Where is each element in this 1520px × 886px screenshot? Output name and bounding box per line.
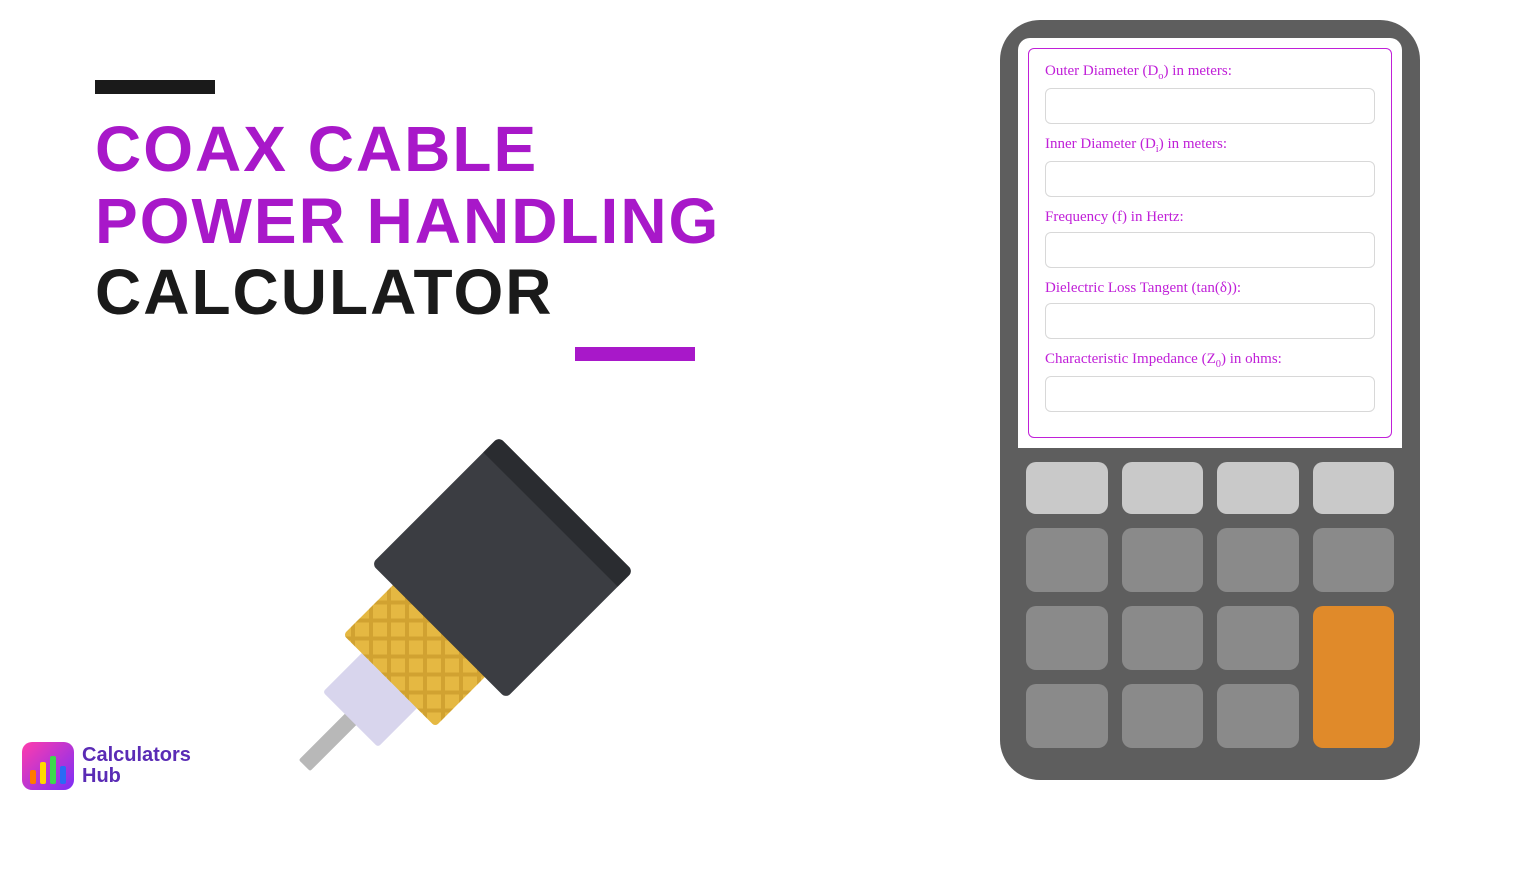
impedance-input[interactable] [1045, 376, 1375, 412]
keypad-key[interactable] [1026, 462, 1108, 514]
field-label-loss-tangent: Dielectric Loss Tangent (tan(δ)): [1045, 280, 1375, 297]
keypad-equals-key[interactable] [1313, 606, 1395, 748]
title-line-1: COAX CABLE [95, 114, 720, 186]
calculator-form: Outer Diameter (Do) in meters: Inner Dia… [1028, 48, 1392, 438]
keypad-key[interactable] [1122, 462, 1204, 514]
frequency-input[interactable] [1045, 232, 1375, 268]
accent-bar-top [95, 80, 215, 94]
keypad-key[interactable] [1026, 606, 1108, 670]
coax-cable-illustration [191, 341, 728, 878]
outer-diameter-input[interactable] [1045, 88, 1375, 124]
keypad-key[interactable] [1026, 528, 1108, 592]
logo-text-line-2: Hub [82, 766, 191, 787]
calculator-screen: Outer Diameter (Do) in meters: Inner Dia… [1018, 38, 1402, 448]
loss-tangent-input[interactable] [1045, 303, 1375, 339]
keypad-key[interactable] [1217, 462, 1299, 514]
inner-diameter-input[interactable] [1045, 161, 1375, 197]
keypad-key[interactable] [1217, 684, 1299, 748]
logo-text-line-1: Calculators [82, 745, 191, 766]
field-label-outer-diameter: Outer Diameter (Do) in meters: [1045, 63, 1375, 82]
logo-bar [30, 770, 36, 784]
keypad-key[interactable] [1026, 684, 1108, 748]
keypad-key[interactable] [1313, 528, 1395, 592]
field-label-inner-diameter: Inner Diameter (Di) in meters: [1045, 136, 1375, 155]
logo-bar [60, 766, 66, 784]
logo-text: Calculators Hub [82, 745, 191, 787]
calculators-hub-logo: Calculators Hub [22, 742, 191, 790]
calculator-device: Outer Diameter (Do) in meters: Inner Dia… [1000, 20, 1420, 780]
calculator-keypad [1018, 448, 1402, 748]
title-line-3: CALCULATOR [95, 257, 720, 329]
logo-bar [40, 762, 46, 784]
keypad-key[interactable] [1217, 528, 1299, 592]
keypad-key[interactable] [1217, 606, 1299, 670]
keypad-key[interactable] [1122, 606, 1204, 670]
title-block: COAX CABLE POWER HANDLING CALCULATOR [95, 80, 720, 361]
field-label-frequency: Frequency (f) in Hertz: [1045, 209, 1375, 226]
title-line-2: POWER HANDLING [95, 186, 720, 258]
logo-bar [50, 756, 56, 784]
accent-bar-bottom [575, 347, 695, 361]
field-label-impedance: Characteristic Impedance (Z0) in ohms: [1045, 351, 1375, 370]
keypad-key[interactable] [1122, 528, 1204, 592]
keypad-key[interactable] [1122, 684, 1204, 748]
keypad-key[interactable] [1313, 462, 1395, 514]
logo-icon [22, 742, 74, 790]
